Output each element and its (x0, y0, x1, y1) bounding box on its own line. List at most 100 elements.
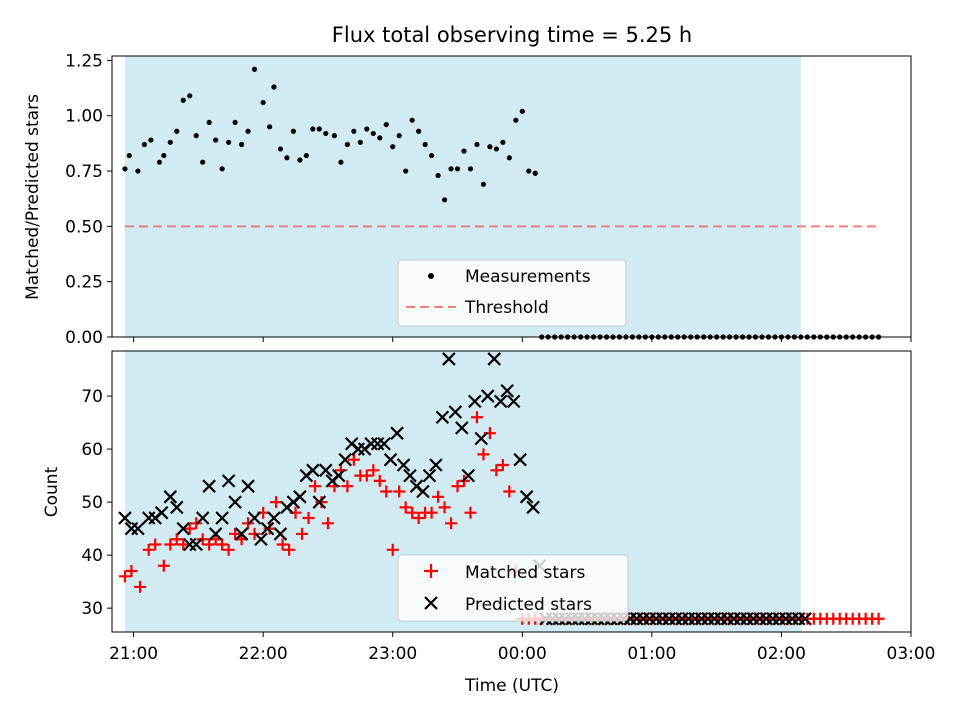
predicted-star-point (189, 537, 203, 552)
matched-star-point (302, 512, 315, 525)
predicted-star-point (429, 458, 443, 472)
y-tick-label: 70 (81, 387, 103, 407)
bottom-legend[interactable]: Matched stars Predicted stars (397, 554, 629, 622)
predicted-star-point (254, 532, 268, 546)
top-ylabel: Matched/Predicted stars (23, 94, 43, 300)
matched-star-point (477, 448, 490, 461)
y-tick-label: 0.00 (65, 328, 103, 348)
predicted-star-point (208, 527, 223, 541)
predicted-star-point (118, 511, 132, 525)
predicted-star-point (228, 495, 242, 509)
matched-star-point (360, 469, 373, 482)
chart-title: Flux total observing time = 5.25 h (332, 23, 692, 47)
matched-star-point (149, 538, 162, 551)
measurement-point (396, 133, 402, 139)
y-tick-label: 0.75 (65, 162, 103, 182)
matched-star-point (315, 496, 328, 509)
predicted-star-point (221, 474, 236, 488)
measurement-point (238, 141, 245, 148)
measurement-point (271, 84, 277, 90)
measurement-point (245, 128, 251, 134)
matched-star-point (134, 580, 147, 593)
matched-star-point (347, 453, 360, 466)
matched-star-point (470, 411, 483, 424)
predicted-star-point (474, 431, 489, 446)
x-tick-label: 21:00 (109, 644, 158, 664)
top-legend-box (397, 259, 627, 327)
measurement-point (506, 155, 512, 161)
predicted-star-point (273, 527, 288, 541)
predicted-star-point (519, 490, 534, 504)
top-legend[interactable]: Measurements Threshold (397, 259, 627, 327)
x-tick-label: 23:00 (368, 644, 417, 664)
top-axes-frame (111, 55, 912, 338)
measurement-point (310, 126, 316, 132)
matched-star-point (399, 501, 412, 514)
measurement-point (448, 166, 454, 172)
measurement-point (141, 141, 147, 148)
matched-star-point (283, 543, 296, 556)
legend-predicted-label: Predicted stars (465, 595, 592, 615)
measurement-point (454, 166, 461, 172)
matched-star-point (445, 517, 458, 530)
predicted-star-point (493, 394, 508, 409)
matched-star-point (229, 527, 242, 540)
matched-star-point (276, 538, 289, 551)
matched-star-point (406, 506, 419, 519)
measurement-point (338, 159, 344, 165)
x-tick-label: 03:00 (887, 644, 936, 664)
predicted-star-point (131, 521, 145, 536)
predicted-star-point (396, 458, 411, 472)
legend-matched-marker (424, 564, 438, 578)
measurement-point (174, 128, 180, 134)
predicted-star-point (377, 437, 391, 451)
predicted-star-point (319, 463, 333, 478)
measurement-point (284, 155, 290, 161)
measurement-point (390, 144, 396, 150)
bottom-ticks: 30 40 50 60 70 21:00 22:00 23:00 00:00 01:00 02:00… (81, 387, 935, 664)
matched-star-point (216, 538, 229, 551)
matched-star-point (872, 612, 885, 625)
measurement-point (148, 137, 154, 143)
y-tick-label: 0.50 (65, 217, 103, 237)
matched-star-point (503, 485, 516, 498)
predicted-star-point (260, 521, 275, 536)
predicted-star-point (195, 511, 210, 525)
predicted-star-point (435, 410, 450, 425)
measurement-point (480, 181, 487, 187)
measurement-point (251, 66, 258, 72)
measurement-point (126, 152, 132, 159)
measurement-point (303, 152, 309, 159)
predicted-star-point (331, 468, 346, 483)
predicted-star-point (170, 500, 184, 515)
predicted-star-point (480, 389, 495, 403)
predicted-star-point (403, 468, 417, 483)
matched-star-point (373, 474, 386, 487)
legend-threshold-label: Threshold (464, 298, 549, 318)
measurement-point (232, 119, 238, 125)
predicted-star-point (306, 463, 320, 478)
matched-star-point (432, 490, 445, 503)
matched-star-point (425, 506, 438, 519)
y-tick-label: 1.00 (65, 107, 103, 127)
matched-star-point (142, 543, 155, 556)
measurement-point (513, 117, 519, 123)
predicted-star-point (455, 421, 469, 435)
measurement-point (277, 146, 284, 152)
measurement-point (429, 152, 435, 159)
measurement-point (200, 159, 206, 165)
top-panel: 0.00 0.25 0.50 0.75 1.00 1.25 Matched/Predict… (23, 51, 912, 348)
matched-star-point (380, 485, 393, 498)
measurement-point (290, 128, 296, 134)
measurement-point (467, 166, 474, 172)
predicted-star-point (461, 468, 476, 483)
y-tick-label: 40 (81, 546, 103, 566)
legend-measurements-marker (428, 273, 434, 279)
matched-star-point (263, 522, 276, 535)
measurement-point (206, 119, 212, 125)
matched-star-point (157, 559, 170, 572)
x-tick-label: 01:00 (627, 644, 676, 664)
top-ticks: 0.00 0.25 0.50 0.75 1.00 1.25 (65, 51, 912, 348)
matched-star-point (386, 543, 399, 556)
matched-star-point (270, 496, 283, 509)
